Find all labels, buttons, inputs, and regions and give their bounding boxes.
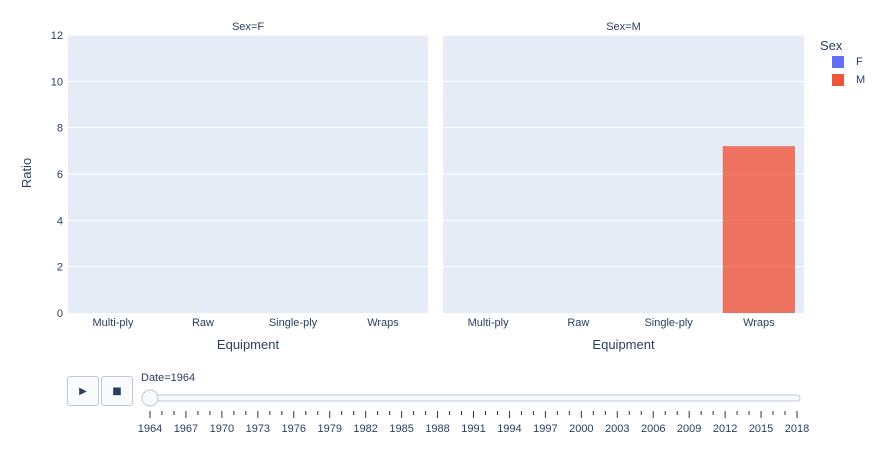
x-tick-label: Raw bbox=[567, 317, 589, 329]
slider-tick-label[interactable]: 2006 bbox=[641, 423, 665, 435]
x-tick-label: Wraps bbox=[743, 317, 775, 329]
play-icon: ▶ bbox=[79, 385, 87, 397]
stop-button[interactable]: ■ bbox=[101, 376, 133, 406]
slider-tick-label[interactable]: 2012 bbox=[713, 423, 737, 435]
slider-tick-label[interactable]: 1982 bbox=[353, 423, 377, 435]
y-tick-label: 0 bbox=[57, 308, 63, 320]
x-tick-label: Wraps bbox=[367, 317, 399, 329]
y-axis-label: Ratio bbox=[19, 158, 34, 188]
slider-tick-label[interactable]: 1988 bbox=[425, 423, 449, 435]
legend-swatch-m bbox=[832, 74, 844, 86]
legend-swatch-f bbox=[832, 56, 844, 68]
x-tick-label: Single-ply bbox=[644, 317, 693, 329]
x-axis-title: Equipment bbox=[217, 337, 280, 352]
slider-track[interactable] bbox=[146, 394, 801, 402]
y-tick-label: 12 bbox=[51, 30, 63, 42]
stop-icon: ■ bbox=[112, 385, 122, 397]
facet-title: Sex=F bbox=[232, 21, 264, 33]
slider-tick-label[interactable]: 2015 bbox=[749, 423, 773, 435]
facet-title: Sex=M bbox=[606, 21, 641, 33]
slider-tick-label[interactable]: 2018 bbox=[785, 423, 809, 435]
bar[interactable] bbox=[722, 146, 795, 313]
legend-title: Sex bbox=[820, 38, 843, 53]
slider-current-value: Date=1964 bbox=[141, 372, 196, 384]
slider-tick-label[interactable]: 2000 bbox=[569, 423, 593, 435]
slider-tick-label[interactable]: 2003 bbox=[605, 423, 629, 435]
slider-tick-label[interactable]: 1964 bbox=[138, 423, 162, 435]
legend-item-f[interactable]: F bbox=[832, 56, 863, 68]
x-axis-title: Equipment bbox=[592, 337, 655, 352]
slider-tick-label[interactable]: 1994 bbox=[497, 423, 521, 435]
x-tick-label: Multi-ply bbox=[93, 317, 134, 329]
legend-label-f: F bbox=[856, 56, 863, 68]
x-tick-label: Multi-ply bbox=[468, 317, 509, 329]
y-tick-label: 4 bbox=[57, 215, 63, 227]
y-tick-label: 6 bbox=[57, 169, 63, 181]
slider-tick-label[interactable]: 1991 bbox=[461, 423, 485, 435]
slider-tick-label[interactable]: 1973 bbox=[246, 423, 270, 435]
slider-tick-label[interactable]: 2009 bbox=[677, 423, 701, 435]
play-button[interactable]: ▶ bbox=[67, 376, 99, 406]
slider-tick-label[interactable]: 1985 bbox=[389, 423, 413, 435]
slider-tick-label[interactable]: 1979 bbox=[317, 423, 341, 435]
y-tick-label: 10 bbox=[51, 76, 63, 88]
x-tick-label: Single-ply bbox=[269, 317, 318, 329]
x-tick-label: Raw bbox=[192, 317, 214, 329]
slider-handle[interactable] bbox=[141, 389, 159, 407]
legend-label-m: M bbox=[856, 74, 866, 86]
slider-tick-label[interactable]: 1976 bbox=[282, 423, 306, 435]
y-tick-label: 2 bbox=[57, 262, 63, 274]
slider-tick-label[interactable]: 1967 bbox=[174, 423, 198, 435]
slider-tick-label[interactable]: 1997 bbox=[533, 423, 557, 435]
y-tick-label: 8 bbox=[57, 123, 63, 135]
slider-tick-label[interactable]: 1970 bbox=[210, 423, 234, 435]
legend-item-m[interactable]: M bbox=[832, 74, 865, 86]
